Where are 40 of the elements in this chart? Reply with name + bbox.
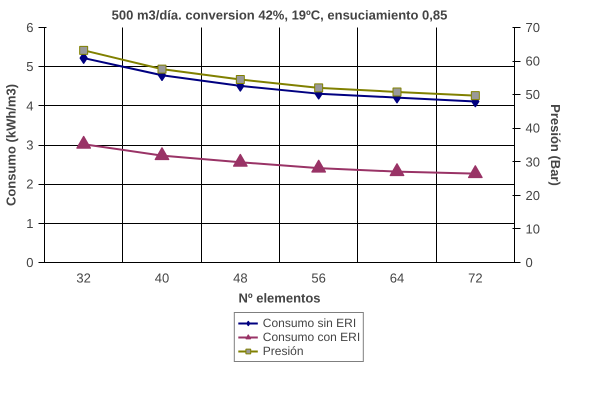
x-tick-label: 32: [76, 270, 91, 286]
y2-tick-label: 10: [526, 221, 540, 236]
y-tick-label: 6: [26, 20, 34, 35]
point: [79, 46, 88, 55]
point: [311, 160, 326, 173]
y2-tick-label: 60: [526, 54, 540, 69]
x-tick-label: 56: [311, 270, 326, 286]
point: [236, 75, 245, 84]
y-tick-label: 4: [26, 98, 34, 114]
x-tick-label: 64: [390, 270, 404, 286]
x-tick-label: 72: [468, 270, 483, 286]
point: [468, 165, 483, 178]
y2-tick-label: 30: [526, 154, 540, 170]
y-tick-label: 3: [26, 138, 34, 152]
point: [392, 87, 402, 96]
x-axis-title: Nº elementos: [238, 290, 321, 306]
point: [470, 91, 480, 100]
y2-tick-label: 70: [526, 20, 540, 35]
legend-label: Consumo con ERI: [262, 330, 360, 344]
y-tick-label: 0: [26, 255, 34, 270]
y-tick-label: 5: [26, 59, 34, 74]
point: [158, 64, 166, 74]
legend-label: Presión: [262, 344, 304, 358]
y-axis-title: Consumo (kWh/m3): [3, 84, 18, 206]
y-tick-label: 1: [26, 216, 34, 231]
chart-title: 500 m3/día. conversion 42%, 19ºC, ensuciamiento 0,85: [112, 8, 448, 22]
legend-label: Consumo sin ERI: [262, 316, 356, 330]
point: [232, 154, 248, 167]
y-tick-label: 2: [26, 176, 34, 192]
x-tick-label: 48: [233, 270, 248, 286]
y2-tick-label: 40: [526, 120, 540, 136]
point: [76, 136, 92, 149]
x-tick-label: 40: [154, 270, 170, 286]
y2-tick-label: 50: [526, 87, 540, 102]
point: [390, 163, 404, 176]
y2-tick-label: 20: [526, 188, 540, 203]
point: [314, 83, 324, 92]
point: [154, 146, 170, 160]
y2-tick-label: 0: [526, 255, 533, 270]
y2-axis-title: Presión (Bar): [548, 104, 563, 186]
